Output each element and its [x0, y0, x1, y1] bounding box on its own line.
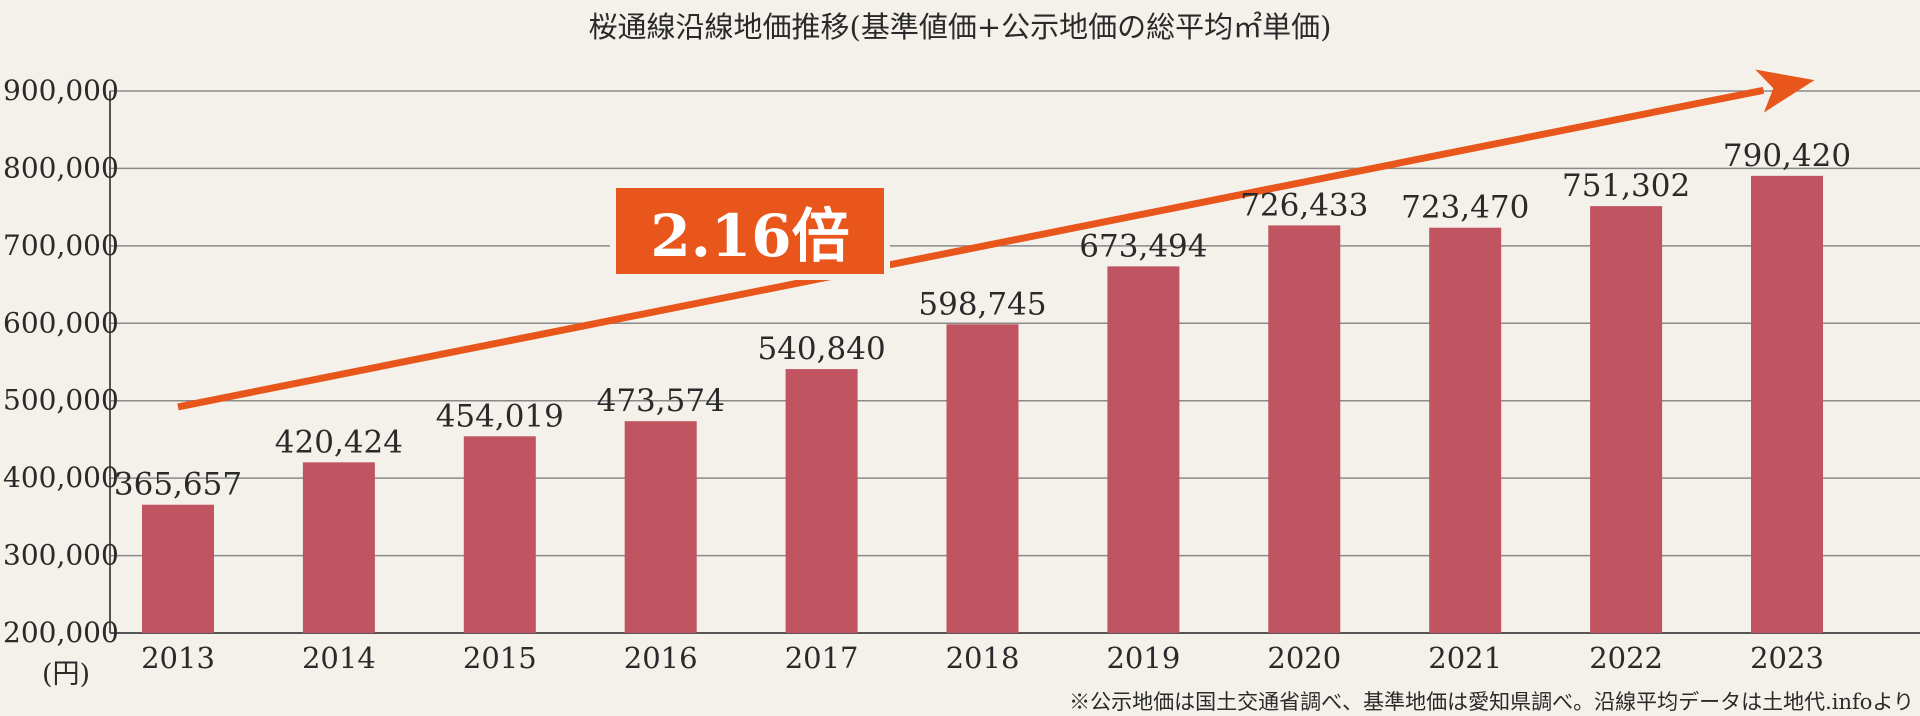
data-label: 726,433	[1240, 187, 1368, 223]
data-label: 598,745	[918, 286, 1046, 322]
bars	[142, 175, 1823, 633]
bar	[946, 324, 1019, 633]
x-tick-label: 2021	[1428, 641, 1502, 675]
source-footnote: ※公示地価は国土交通省調べ、基準地価は愛知県調べ。沿線平均データは土地代.inf…	[1069, 690, 1914, 714]
data-label: 473,574	[597, 383, 725, 419]
bar	[302, 462, 375, 633]
growth-badge: 2.16倍	[616, 188, 884, 274]
bar	[785, 369, 858, 633]
data-label: 540,840	[757, 331, 885, 367]
bar	[1429, 227, 1502, 633]
y-tick-label: 700,000	[3, 229, 119, 262]
x-tick-label: 2016	[624, 641, 698, 675]
data-label: 751,302	[1562, 168, 1690, 204]
x-tick-label: 2022	[1589, 641, 1663, 675]
x-tick-label: 2014	[302, 641, 376, 675]
x-tick-label: 2020	[1267, 641, 1341, 675]
trend-arrow-shaft	[177, 86, 1765, 411]
data-labels: 365,657 420,424 454,019 473,574 540,840 598,7…	[114, 138, 1851, 503]
x-tick-label: 2018	[946, 641, 1020, 675]
bar	[463, 436, 536, 633]
x-tick-label: 2013	[141, 641, 215, 675]
x-tick-label: 2023	[1750, 641, 1824, 675]
x-tick-label: 2019	[1106, 641, 1180, 675]
y-tick-label: 600,000	[3, 306, 119, 339]
y-tick-label: 900,000	[3, 74, 119, 107]
bar	[142, 504, 214, 633]
bar	[1590, 206, 1663, 633]
data-label: 365,657	[114, 467, 242, 503]
data-label: 420,424	[275, 424, 403, 460]
data-label: 673,494	[1079, 228, 1207, 264]
y-tick-label: 500,000	[3, 384, 119, 417]
bar	[624, 421, 697, 633]
y-tick-label: 200,000	[3, 616, 119, 649]
y-tick-label: 800,000	[3, 151, 119, 184]
y-tick-label: 400,000	[3, 461, 119, 494]
data-label: 790,420	[1723, 138, 1851, 174]
data-label: 454,019	[436, 398, 564, 434]
bar	[1107, 266, 1180, 633]
data-label: 723,470	[1401, 190, 1529, 226]
trend-arrow	[177, 69, 1815, 411]
bar	[1751, 175, 1823, 633]
y-axis-ticks: 200,000 300,000 400,000 500,000 600,000 700,0…	[3, 74, 119, 649]
y-tick-label: 300,000	[3, 539, 119, 572]
y-axis-unit-label: (円)	[42, 659, 91, 690]
trend-arrow-head	[1755, 69, 1815, 113]
x-axis-ticks: 2013 2014 2015 2016 2017 2018 2019 2020 2021 2022…	[141, 641, 1824, 675]
bar	[1268, 225, 1341, 633]
x-tick-label: 2017	[785, 641, 859, 675]
x-tick-label: 2015	[463, 641, 537, 675]
chart-title: 桜通線沿線地価推移(基準値価+公示地価の総平均㎡単価)	[588, 10, 1332, 44]
